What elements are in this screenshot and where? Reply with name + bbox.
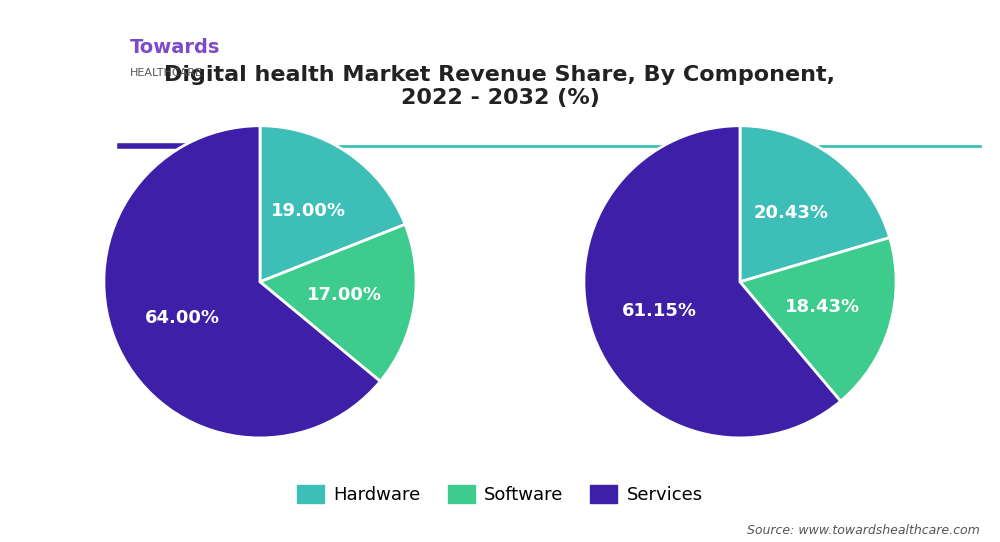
Text: 61.15%: 61.15% — [622, 302, 697, 320]
Text: 17.00%: 17.00% — [307, 286, 382, 304]
Legend: Hardware, Software, Services: Hardware, Software, Services — [290, 478, 710, 511]
Text: Towards: Towards — [130, 38, 220, 57]
Text: HEALTHCARE: HEALTHCARE — [130, 68, 203, 78]
Text: 19.00%: 19.00% — [271, 202, 346, 220]
Text: Digital health Market Revenue Share, By Component,
2022 - 2032 (%): Digital health Market Revenue Share, By … — [164, 65, 836, 108]
Wedge shape — [260, 126, 405, 282]
Wedge shape — [740, 126, 890, 282]
Text: 18.43%: 18.43% — [785, 298, 860, 315]
Text: 20.43%: 20.43% — [754, 204, 829, 222]
Wedge shape — [104, 126, 380, 438]
Wedge shape — [260, 224, 416, 382]
Wedge shape — [584, 126, 841, 438]
Wedge shape — [740, 237, 896, 401]
Text: 64.00%: 64.00% — [145, 309, 220, 327]
Text: Source: www.towardshealthcare.com: Source: www.towardshealthcare.com — [747, 524, 980, 537]
